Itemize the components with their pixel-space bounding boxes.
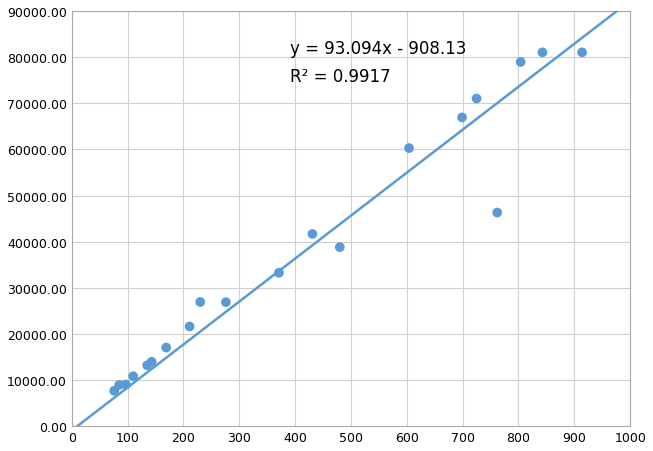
- Point: [128, 373, 138, 380]
- Text: y = 93.094x - 908.13: y = 93.094x - 908.13: [289, 40, 466, 58]
- Text: R² = 0.9917: R² = 0.9917: [289, 68, 390, 86]
- Point: [221, 299, 231, 306]
- Point: [146, 359, 157, 366]
- Point: [334, 244, 345, 251]
- Point: [492, 209, 502, 216]
- Point: [307, 231, 317, 238]
- Point: [109, 387, 119, 395]
- Point: [161, 344, 171, 351]
- Point: [577, 50, 587, 57]
- Point: [274, 270, 284, 277]
- Point: [457, 115, 468, 122]
- Point: [515, 59, 526, 66]
- Point: [195, 299, 206, 306]
- Point: [114, 382, 125, 389]
- Point: [537, 50, 548, 57]
- Point: [142, 362, 152, 369]
- Point: [404, 145, 414, 152]
- Point: [121, 381, 131, 388]
- Point: [471, 96, 482, 103]
- Point: [184, 323, 195, 331]
